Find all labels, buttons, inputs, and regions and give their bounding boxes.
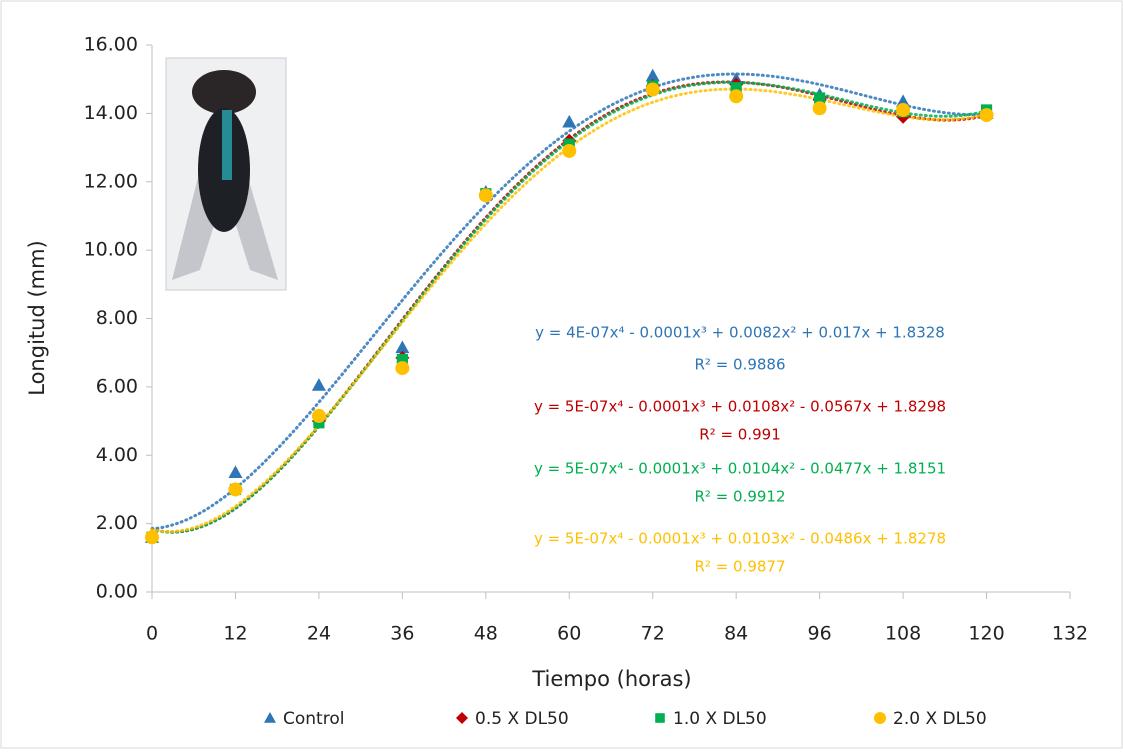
trend-equation: y = 5E-07x⁴ - 0.0001x³ + 0.0104x² - 0.04… [534, 460, 946, 478]
point [896, 102, 911, 117]
point [228, 465, 243, 478]
y-tick-label: 12.00 [84, 170, 138, 192]
point [979, 108, 994, 123]
r-squared: R² = 0.9877 [694, 558, 785, 576]
point [730, 82, 742, 94]
x-tick-label: 72 [641, 623, 665, 645]
x-tick-label: 108 [885, 623, 921, 645]
x-tick-label: 132 [1052, 623, 1088, 645]
x-tick-label: 48 [474, 623, 498, 645]
point [645, 82, 660, 97]
point [228, 482, 243, 497]
x-tick-label: 60 [557, 623, 581, 645]
legend-label: 2.0 X DL50 [893, 709, 987, 729]
legend-marker [456, 712, 468, 724]
legend-label: Control [283, 709, 344, 729]
legend-marker [655, 713, 665, 723]
point [562, 114, 577, 128]
x-tick-label: 0 [146, 623, 158, 645]
x-tick-label: 120 [968, 623, 1004, 645]
r-squared: R² = 0.9886 [694, 356, 785, 374]
point [311, 378, 326, 391]
point [395, 340, 410, 354]
y-tick-label: 8.00 [96, 307, 138, 329]
r-squared: R² = 0.9912 [694, 488, 785, 506]
y-tick-label: 4.00 [96, 444, 138, 466]
y-tick-label: 10.00 [84, 239, 138, 261]
point [645, 68, 660, 82]
legend-label: 0.5 X DL50 [475, 709, 569, 729]
trend-equation: y = 4E-07x⁴ - 0.0001x³ + 0.0082x² + 0.01… [535, 324, 945, 342]
point [311, 408, 326, 423]
x-tick-label: 24 [307, 623, 331, 645]
x-tick-label: 12 [223, 623, 247, 645]
point [145, 530, 159, 545]
y-tick-label: 16.00 [84, 34, 138, 56]
fly-photo [165, 57, 287, 291]
point [729, 89, 744, 104]
x-tick-label: 36 [390, 623, 414, 645]
point [396, 353, 408, 366]
x-tick-label: 96 [808, 623, 832, 645]
y-axis-title: Longitud (mm) [25, 240, 49, 396]
point [896, 94, 911, 108]
y-tick-label: 6.00 [96, 375, 138, 397]
trend-equation: y = 5E-07x⁴ - 0.0001x³ + 0.0103x² - 0.04… [534, 530, 946, 548]
x-axis-title: Tiempo (horas) [531, 667, 691, 691]
legend-marker [264, 712, 276, 723]
point [812, 101, 827, 116]
y-tick-label: 2.00 [96, 512, 138, 534]
point [562, 143, 577, 158]
legend-label: 1.0 X DL50 [673, 709, 767, 729]
r-squared: R² = 0.991 [699, 426, 780, 444]
point [395, 361, 410, 376]
point [478, 188, 493, 203]
x-tick-label: 84 [724, 623, 748, 645]
trendline [150, 72, 988, 531]
y-tick-label: 14.00 [84, 102, 138, 124]
y-tick-label: 0.00 [96, 581, 138, 603]
legend-marker [874, 712, 886, 724]
point [814, 92, 826, 104]
trend-equation: y = 5E-07x⁴ - 0.0001x³ + 0.0108x² - 0.05… [534, 398, 946, 416]
